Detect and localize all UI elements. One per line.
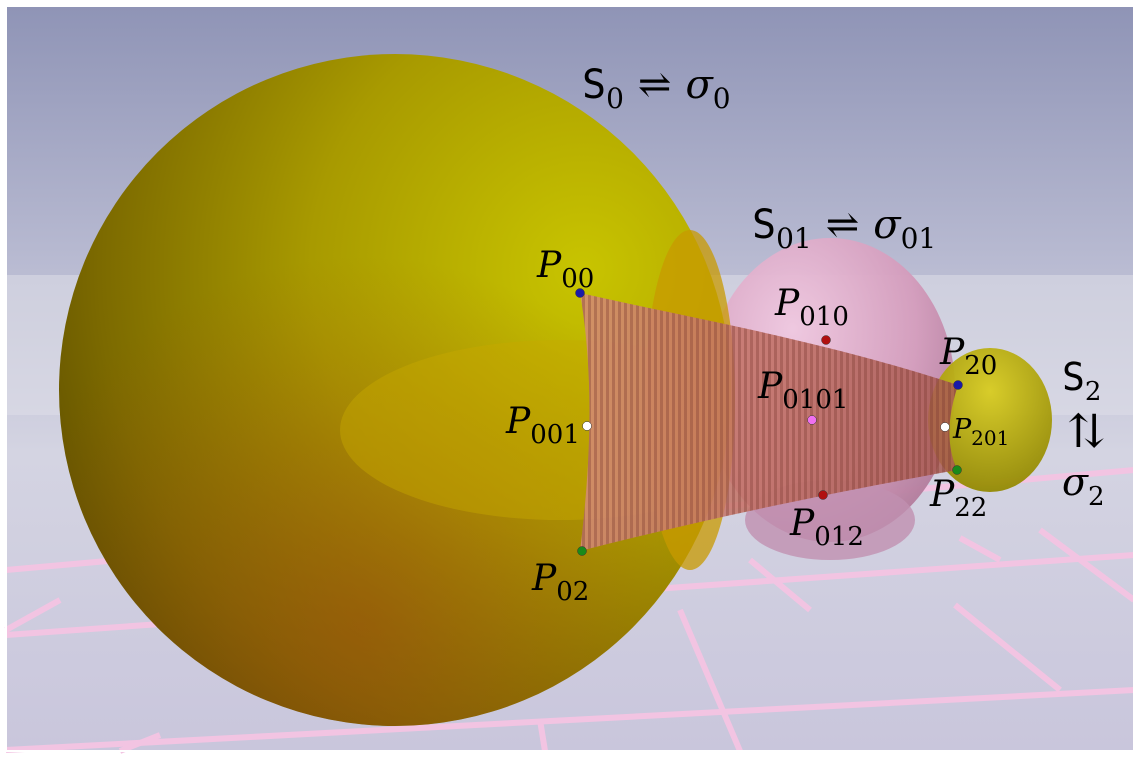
label-s0-sigma0: S0 ⇌ σ0 [582, 62, 731, 115]
point-marker-P012 [818, 490, 828, 500]
point-marker-P22 [952, 465, 962, 475]
point-marker-P201 [940, 422, 950, 432]
label-s01-sigma01: S01 ⇌ σ01 [752, 202, 936, 255]
label-P012: P012 [789, 503, 864, 552]
label-P010: P010 [774, 283, 849, 332]
label-s2-arrow: ⇅ [1067, 404, 1106, 458]
label-sigma2: σ2 [1062, 460, 1105, 512]
ruled-surface-stripes [580, 293, 958, 551]
point-marker-P010 [821, 335, 831, 345]
point-marker-P20 [953, 380, 963, 390]
label-P00: P00 [536, 245, 594, 294]
label-P20: P20 [939, 332, 997, 381]
point-marker-P02 [577, 546, 587, 556]
sphere-s0-shading [59, 54, 731, 726]
label-P02: P02 [531, 558, 589, 607]
point-marker-P00 [575, 288, 585, 298]
label-P201: P201 [952, 414, 1009, 450]
point-marker-P0101 [807, 415, 817, 425]
label-s2: S2 [1062, 355, 1101, 407]
label-P001: P001 [505, 401, 580, 450]
control-points [575, 288, 963, 556]
point-marker-P001 [582, 421, 592, 431]
label-P22: P22 [929, 474, 987, 523]
image-frame [5, 5, 1134, 752]
label-P0101: P0101 [757, 366, 848, 415]
